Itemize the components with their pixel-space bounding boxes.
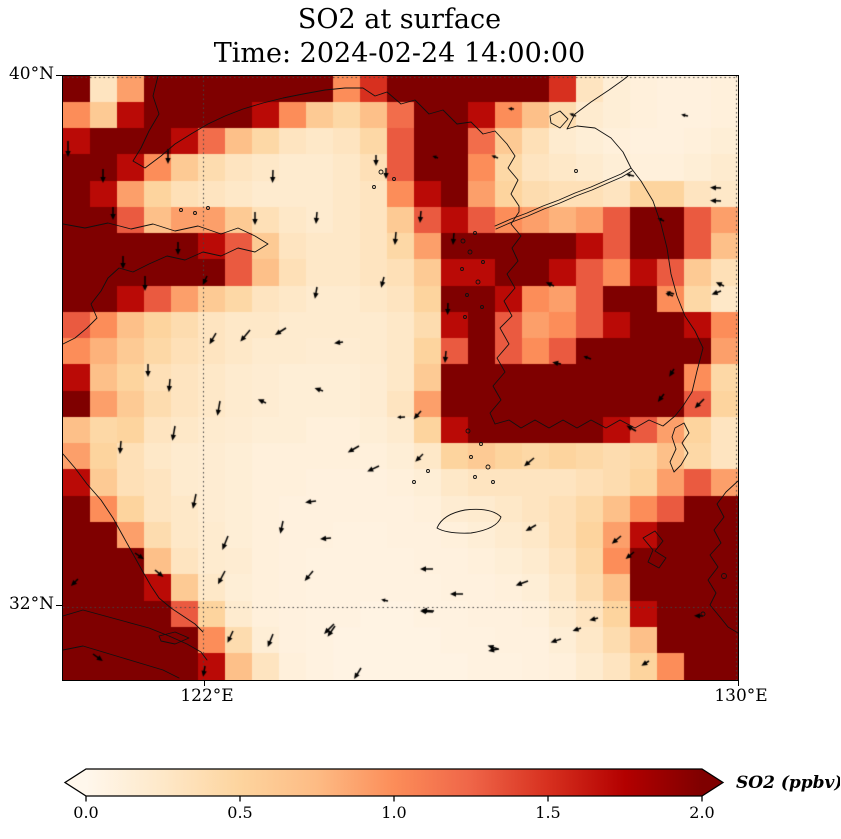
xtick-mark-130e — [738, 680, 740, 686]
map-plot-area — [62, 75, 739, 681]
xtick-mark-122e — [204, 680, 206, 686]
colorbar-tick-label: 2.0 — [689, 803, 714, 822]
xtick-label-122e: 122°E — [180, 686, 234, 706]
colorbar-tick-label: 1.5 — [535, 803, 560, 822]
ytick-mark-32n — [56, 605, 62, 607]
colorbar-tick-label: 1.0 — [381, 803, 406, 822]
ytick-mark-40n — [56, 75, 62, 77]
colorbar-tick-label: 0.5 — [227, 803, 252, 822]
colorbar-gradient-bar — [63, 768, 725, 797]
chart-title: SO2 at surface — [297, 4, 502, 35]
so2-heatmap-and-wind-layer — [63, 76, 738, 680]
chart-subtitle-time: Time: 2024-02-24 14:00:00 — [213, 38, 586, 69]
xtick-label-130e: 130°E — [714, 686, 768, 706]
colorbar-ticks: 0.0 0.5 1.0 1.5 2.0 — [73, 796, 715, 822]
colorbar-tick-label: 0.0 — [73, 803, 98, 822]
colorbar: 0.0 0.5 1.0 1.5 2.0 SO2 (ppbv) — [63, 768, 840, 822]
ytick-label-32n: 32°N — [8, 594, 54, 614]
colorbar-label: SO2 (ppbv) — [736, 773, 840, 793]
ytick-label-40n: 40°N — [8, 64, 54, 84]
